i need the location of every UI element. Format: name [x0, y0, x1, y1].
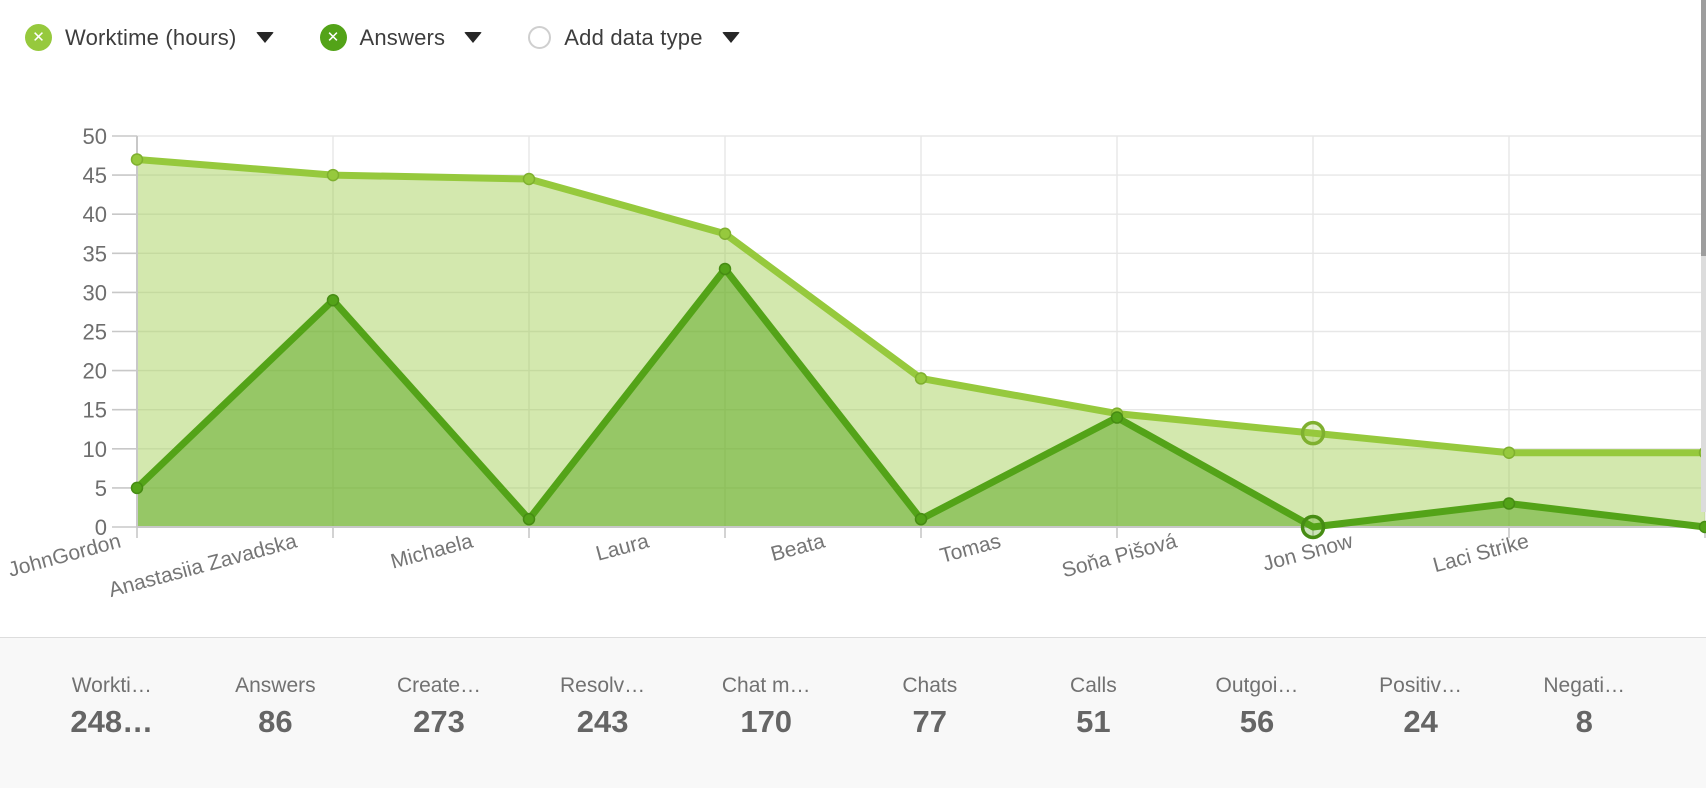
chart-area: 0 5 10 15 20 25 30 35 40 45 50 JohnGordon Anastasiia…: [0, 75, 1706, 637]
stat-value: 51: [1076, 704, 1111, 739]
data-point-answers[interactable]: [130, 481, 144, 495]
stat-value: 8: [1575, 704, 1593, 739]
data-point-answers[interactable]: [1502, 497, 1516, 510]
x-axis-label: Michaela: [388, 530, 475, 574]
x-axis-label: Laci Strike: [1431, 530, 1532, 578]
scrollbar-thumb[interactable]: [1701, 0, 1706, 256]
data-point-answers[interactable]: [1110, 411, 1124, 424]
stat-value: 273: [413, 704, 465, 739]
chevron-down-icon[interactable]: [255, 32, 274, 43]
y-axis-label: 30: [83, 280, 107, 305]
data-point-answers[interactable]: [1698, 520, 1706, 534]
data-point-worktime[interactable]: [914, 372, 928, 385]
chevron-down-icon[interactable]: [721, 32, 740, 43]
y-axis-label: 50: [83, 124, 107, 149]
stat-label: Create…: [396, 674, 481, 697]
data-point-worktime[interactable]: [522, 172, 536, 186]
y-axis-label: 15: [83, 398, 107, 423]
add-data-type-label: Add data type: [564, 24, 703, 50]
stat-chat-messages[interactable]: Chat m… 170: [684, 674, 848, 788]
x-axis-label: Soňa Pišová: [1059, 530, 1179, 583]
data-point-answers[interactable]: [914, 512, 928, 526]
data-point-worktime-highlighted[interactable]: [1300, 420, 1326, 446]
stat-chats[interactable]: Chats 77: [848, 674, 1012, 788]
x-axis-label: Tomas: [938, 530, 1004, 568]
stat-calls[interactable]: Calls 51: [1012, 674, 1176, 788]
stat-created[interactable]: Create… 273: [357, 674, 521, 788]
stat-value: 56: [1239, 704, 1275, 739]
stat-value: 248…: [70, 704, 154, 739]
stat-value: 77: [912, 704, 948, 739]
chevron-down-icon[interactable]: [464, 32, 483, 43]
legend-bar: ✕ Worktime (hours) ✕ Answers Add data ty…: [0, 0, 1706, 75]
x-axis-label: JohnGordon: [6, 530, 124, 582]
data-point-worktime[interactable]: [326, 168, 340, 182]
stat-value: 170: [740, 704, 793, 739]
data-point-answers-highlighted[interactable]: [1300, 514, 1326, 540]
stat-value: 243: [576, 704, 629, 739]
stat-label: Chat m…: [721, 674, 811, 697]
stat-positive[interactable]: Positiv… 24: [1339, 674, 1503, 788]
data-point-worktime[interactable]: [130, 153, 144, 166]
legend-chip-label: Answers: [359, 24, 446, 50]
stat-value: 24: [1403, 704, 1438, 739]
y-axis-label: 45: [83, 163, 107, 188]
remove-series-icon[interactable]: ✕: [25, 24, 52, 51]
stat-value: 86: [258, 704, 293, 739]
data-point-answers[interactable]: [326, 293, 340, 307]
stat-label: Resolv…: [559, 674, 646, 697]
stats-panel: Workti… 248… Answers 86 Create… 273 Reso…: [0, 637, 1706, 788]
remove-series-icon[interactable]: ✕: [319, 24, 347, 51]
data-point-worktime[interactable]: [718, 227, 732, 240]
y-axis-label: 40: [83, 202, 107, 227]
data-point-answers[interactable]: [522, 512, 536, 526]
y-axis-label: 20: [83, 359, 107, 384]
add-data-type-chip[interactable]: Add data type: [528, 24, 740, 51]
legend-chip-label: Worktime (hours): [65, 24, 237, 50]
stat-label: Outgoi…: [1215, 674, 1299, 697]
stat-label: Answers: [235, 674, 316, 697]
y-axis-label: 25: [83, 320, 107, 345]
legend-chip-worktime[interactable]: ✕ Worktime (hours): [25, 24, 274, 51]
stat-label: Negati…: [1543, 674, 1626, 697]
x-axis-label: Laura: [593, 530, 651, 566]
stat-label: Calls: [1070, 674, 1117, 697]
scrollbar-track[interactable]: [1701, 0, 1706, 512]
legend-chip-answers[interactable]: ✕ Answers: [319, 24, 483, 51]
data-point-worktime[interactable]: [1502, 446, 1516, 459]
stat-label: Workti…: [71, 674, 152, 697]
data-point-answers[interactable]: [718, 262, 732, 276]
series-area-answers: [137, 268, 1705, 527]
x-axis-label: Beata: [768, 530, 827, 567]
stat-label: Positiv…: [1379, 674, 1463, 697]
stat-resolved[interactable]: Resolv… 243: [521, 674, 685, 788]
y-axis-label: 10: [83, 437, 107, 462]
empty-circle-icon: [528, 26, 552, 49]
y-axis-label: 0: [95, 515, 107, 540]
x-axis-label: Anastasiia Zavadska: [106, 530, 299, 602]
chart-canvas: 0 5 10 15 20 25 30 35 40 45 50 JohnGordonAnastasiia…: [6, 124, 1706, 602]
y-axis-label: 5: [95, 476, 107, 501]
y-axis-label: 35: [83, 241, 107, 266]
stat-worktime[interactable]: Workti… 248…: [30, 674, 194, 788]
stat-negative[interactable]: Negati… 8: [1502, 674, 1666, 788]
stat-outgoing[interactable]: Outgoi… 56: [1175, 674, 1339, 788]
stat-answers[interactable]: Answers 86: [194, 674, 358, 788]
stat-label: Chats: [902, 674, 958, 697]
